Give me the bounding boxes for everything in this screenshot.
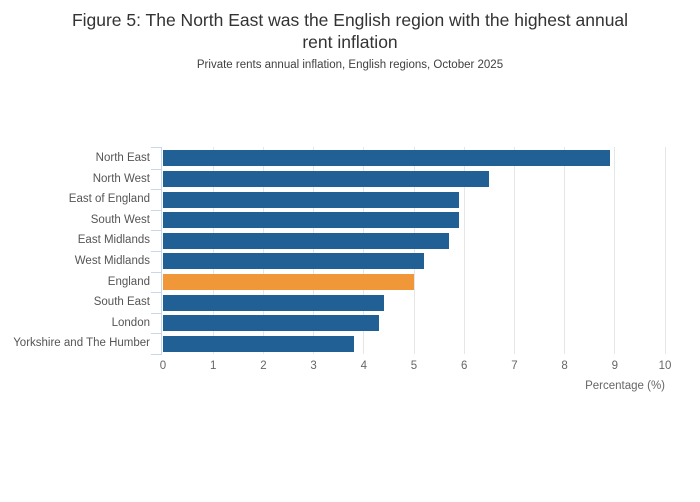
bar-north-east[interactable] (163, 150, 610, 167)
bar-england[interactable] (163, 273, 414, 290)
y-axis-tick (151, 354, 162, 355)
bar-south-west[interactable] (163, 212, 460, 229)
y-axis-category-label-yorkshire-and-the-humber: Yorkshire and The Humber (13, 337, 150, 350)
y-axis-tick (151, 292, 162, 294)
chart-title: Figure 5: The North East was the English… (20, 9, 680, 53)
gridline-2 (262, 147, 264, 354)
y-axis-category-label-north-east: North East (95, 152, 150, 164)
y-axis-tick (151, 189, 162, 191)
plot-area: Percentage (%) 0 1 2 3 4 5 6 7 8 9 10 North East Nor… (13, 147, 671, 392)
y-axis-category-label-south-east: South East (93, 296, 150, 309)
gridline-8 (564, 147, 566, 354)
x-axis-tick-label-10: 10 (658, 360, 672, 372)
y-axis-category-label-london: London (111, 316, 150, 329)
y-axis-tick (151, 147, 162, 148)
x-axis-tick-label-6: 6 (460, 360, 468, 372)
y-axis-tick (151, 251, 162, 252)
x-axis-tick-label-4: 4 (360, 360, 367, 372)
y-axis-category-label-north-west: North West (92, 172, 150, 185)
y-axis-tick (151, 230, 162, 232)
gridline-3 (313, 147, 315, 354)
gridline-1 (212, 147, 214, 354)
y-axis-category-label-england: England (107, 275, 150, 288)
chart-title-line1: Figure 5: The North East was the English… (71, 10, 629, 30)
gridline-4 (363, 147, 365, 354)
chart-title-line2: rent inflation (302, 32, 398, 52)
bar-london[interactable] (163, 315, 379, 332)
gridline-9 (614, 147, 616, 354)
x-axis-tick-label-8: 8 (561, 360, 568, 372)
y-axis-category-label-east-midlands: East Midlands (77, 234, 150, 247)
y-axis-category-label-east-of-england: East of England (68, 193, 150, 206)
x-axis-tick-label-9: 9 (611, 360, 618, 372)
x-axis-title: Percentage (%) (585, 380, 665, 392)
y-axis-tick (151, 312, 162, 314)
bar-west-midlands[interactable] (163, 253, 425, 270)
y-axis-tick (151, 168, 162, 170)
x-axis-tick-label-0: 0 (159, 360, 167, 372)
gridline-6 (463, 147, 465, 354)
y-axis-category-label-south-west: South West (90, 213, 150, 226)
y-axis-tick (151, 333, 162, 335)
x-axis-tick-label-1: 1 (209, 360, 217, 372)
gridline-7 (513, 147, 515, 354)
x-axis-tick-label-3: 3 (310, 360, 317, 372)
bar-south-east[interactable] (163, 294, 384, 311)
bar-north-west[interactable] (163, 170, 490, 187)
y-axis-tick (151, 271, 162, 273)
bar-east-of-england[interactable] (163, 191, 460, 208)
gridline-10 (664, 147, 666, 354)
bar-east-midlands[interactable] (163, 232, 450, 249)
x-axis-tick-label-7: 7 (511, 360, 518, 372)
x-axis-tick-label-5: 5 (410, 360, 418, 372)
gridline-5 (413, 147, 415, 354)
bar-yorkshire-and-the-humber[interactable] (163, 335, 354, 352)
x-axis-tick-label-2: 2 (260, 360, 267, 372)
y-axis-line (161, 147, 162, 354)
y-axis-category-label-west-midlands: West Midlands (74, 255, 150, 267)
y-axis-tick (151, 209, 162, 211)
chart-subtitle: Private rents annual inflation, English … (196, 59, 504, 71)
